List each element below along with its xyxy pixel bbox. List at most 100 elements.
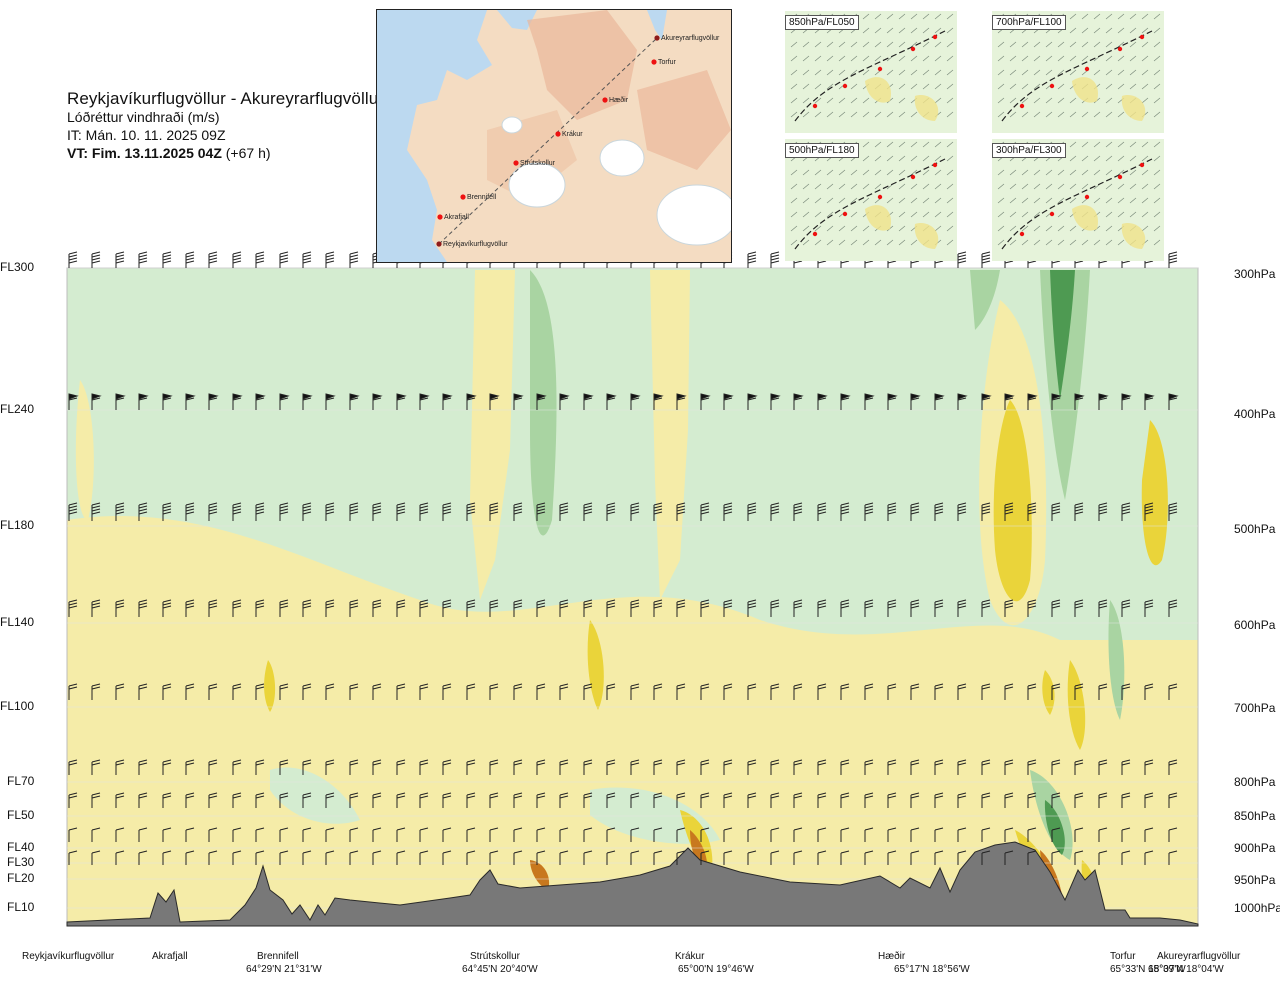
wind-barb-fl50 (302, 792, 312, 808)
wind-barb-fl70 (185, 759, 195, 775)
wind-barb-fl100 (138, 683, 148, 700)
fl-label-fl300: FL300 (0, 260, 35, 274)
wind-barb-fl70 (864, 759, 874, 775)
wind-barb-fl30 (653, 850, 663, 865)
wind-barb-fl180 (887, 502, 897, 521)
map-waypoint-label: Torfur (658, 59, 677, 66)
wind-barb-fl70 (1168, 759, 1178, 775)
wind-barb-fl30 (770, 850, 780, 865)
wind-barb-fl140 (1121, 599, 1131, 617)
wind-barb-fl50 (653, 792, 663, 808)
wind-barb-fl30 (325, 850, 335, 865)
wind-barb-fl240 (910, 393, 921, 410)
wind-barb-fl140 (349, 599, 359, 617)
wind-barb-fl40 (934, 827, 944, 842)
wind-barb-fl180 (466, 502, 476, 521)
wind-barb-fl140 (793, 599, 803, 617)
field-area-12 (1042, 670, 1055, 715)
thumb-700[interactable]: 700hPa/FL100 (992, 11, 1164, 133)
wind-barb-fl50 (1027, 792, 1037, 808)
wind-barb-fl40 (957, 827, 967, 842)
thumb-850[interactable]: 850hPa/FL050 (785, 11, 957, 133)
field-area-14 (264, 660, 276, 712)
wind-barb-fl30 (676, 850, 686, 865)
wind-barb-fl180 (1098, 502, 1108, 521)
wind-barb-fl100 (1004, 683, 1014, 700)
issue-time: IT: Mán. 10. 11. 2025 09Z (67, 127, 226, 143)
wind-barb-fl140 (747, 599, 757, 617)
pressure-label-300hpa: 300hPa (1234, 267, 1276, 281)
wind-barb-fl140 (1051, 599, 1061, 617)
wind-barb-fl140 (1074, 599, 1084, 617)
wind-barb-fl140 (676, 599, 686, 617)
wind-barb-fl140 (934, 599, 944, 617)
wind-barb-fl40 (583, 827, 593, 842)
wind-barb-fl50 (466, 792, 476, 808)
wind-barb-fl240 (442, 393, 453, 410)
thumb-500-label: 500hPa/FL180 (785, 143, 859, 158)
wind-barb-fl40 (1121, 827, 1131, 842)
wind-barb-fl30 (513, 850, 523, 865)
wind-barb-fl30 (1004, 850, 1014, 865)
route-point-name: Torfur (1110, 951, 1136, 962)
wind-barb-fl100 (325, 683, 335, 700)
wind-barb-fl50 (817, 792, 827, 808)
thumb-500[interactable]: 500hPa/FL180 (785, 139, 957, 261)
wind-barb-fl70 (840, 759, 850, 775)
wind-barb-fl140 (208, 599, 218, 617)
pressure-label-950hpa: 950hPa (1234, 873, 1276, 887)
wind-barb-fl50 (793, 792, 803, 808)
map-waypoint-label: Reykjavíkurflugvöllur (443, 241, 508, 248)
wind-barb-fl40 (208, 827, 218, 842)
fl-label-fl20: FL20 (7, 871, 35, 885)
wind-barb-fl50 (325, 792, 335, 808)
wind-barb-fl100 (770, 683, 780, 700)
wind-barb-fl30 (442, 850, 452, 865)
wind-barb-fl240 (232, 393, 243, 410)
wind-barb-fl180 (910, 502, 920, 521)
fl-label-fl50: FL50 (7, 808, 35, 822)
wind-barb-fl100 (185, 683, 195, 700)
wind-barb-fl240 (840, 393, 851, 410)
wind-barb-fl40 (349, 827, 359, 842)
wind-barb-fl100 (840, 683, 850, 700)
wind-barb-fl100 (442, 683, 452, 700)
wind-barb-fl180 (279, 502, 289, 521)
map-waypoint-marker (436, 241, 442, 247)
wind-barb-fl30 (349, 850, 359, 865)
wind-barb-fl100 (630, 683, 640, 700)
wind-barb-fl240 (489, 393, 500, 410)
wind-barb-fl140 (536, 599, 546, 617)
wind-barb-fl40 (981, 827, 991, 842)
wind-barb-fl50 (513, 792, 523, 808)
wind-barb-fl70 (232, 759, 242, 775)
wind-barb-fl70 (419, 759, 429, 775)
wind-barb-fl300 (981, 251, 991, 268)
wind-barb-fl30 (68, 850, 78, 865)
wind-barb-fl70 (559, 759, 569, 775)
wind-barb-fl140 (630, 599, 640, 617)
wind-barb-fl70 (700, 759, 710, 775)
wind-barb-fl100 (1144, 683, 1154, 700)
wind-barb-fl240 (1004, 393, 1015, 410)
wind-barb-fl50 (396, 792, 406, 808)
wind-barb-fl100 (583, 683, 593, 700)
wind-barb-fl180 (583, 502, 593, 521)
pressure-label-500hpa: 500hPa (1234, 522, 1276, 536)
thumb-700-label: 700hPa/FL100 (992, 15, 1066, 30)
wind-barb-fl70 (162, 759, 172, 775)
wind-barb-fl140 (700, 599, 710, 617)
wind-barb-fl140 (840, 599, 850, 617)
wind-barb-fl140 (372, 599, 382, 617)
thumb-300[interactable]: 300hPa/FL300 (992, 139, 1164, 261)
wind-barb-fl70 (68, 759, 78, 775)
wind-barb-fl300 (747, 251, 757, 268)
wind-barb-fl70 (747, 759, 757, 775)
wind-barb-fl30 (606, 850, 616, 865)
wind-barb-fl40 (302, 827, 312, 842)
pressure-label-900hpa: 900hPa (1234, 841, 1276, 855)
wind-barb-fl240 (255, 393, 266, 410)
route-title: Reykjavíkurflugvöllur - Akureyrarflugvöl… (67, 89, 385, 108)
wind-barb-fl140 (466, 599, 476, 617)
wind-barb-fl40 (162, 827, 172, 842)
